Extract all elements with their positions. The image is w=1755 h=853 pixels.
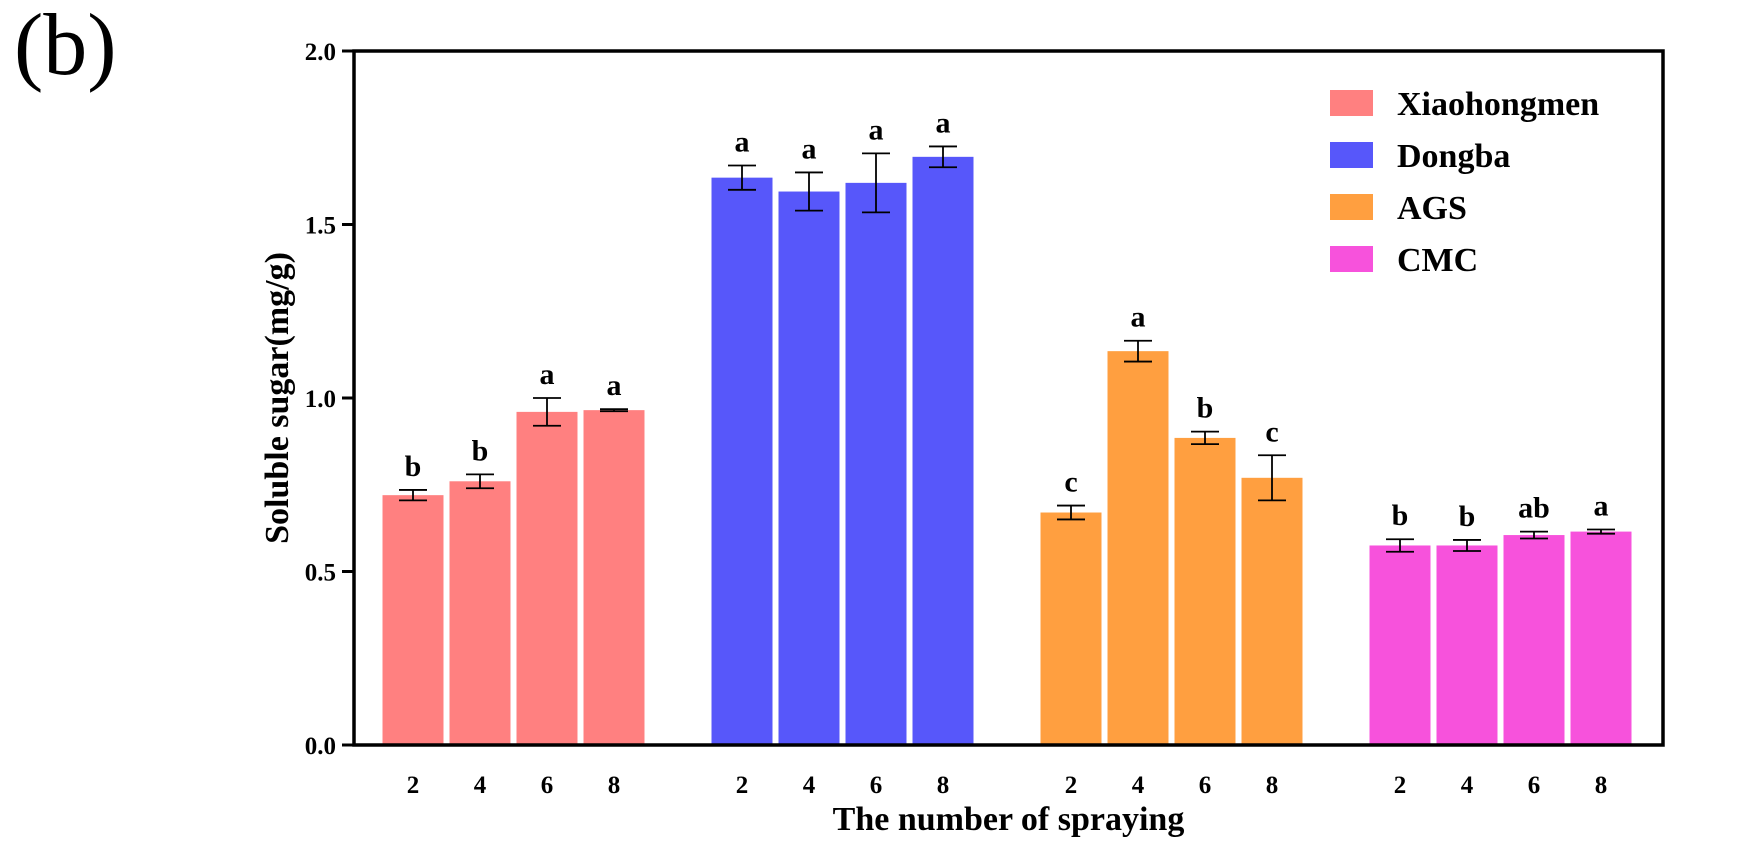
x-axis-title: The number of spraying: [833, 801, 1185, 838]
y-axis: 0.0 0.5 1.0 1.5 2.0: [305, 39, 354, 760]
bar-ags-6: [1174, 437, 1236, 745]
significance-label: b: [1197, 392, 1214, 425]
bar-ags-2: [1040, 512, 1102, 745]
bar-xiaohongmen-6: [516, 411, 578, 745]
significance-label: a: [540, 358, 555, 391]
legend-swatch-dongba: [1330, 142, 1373, 168]
x-tick-label: 8: [1266, 772, 1279, 799]
x-tick-label: 8: [608, 772, 621, 799]
bar-ags-4: [1107, 351, 1169, 745]
x-axis: 2 4 6 8 2 4 6 8 2 4 6 8 2 4 6 8: [407, 772, 1608, 799]
bar-dongba-6: [845, 182, 907, 746]
legend-label: Xiaohongmen: [1397, 86, 1599, 123]
x-tick-label: 4: [474, 772, 487, 799]
significance-label: c: [1265, 415, 1278, 448]
x-tick-label: 6: [541, 772, 554, 799]
y-tick-label: 0.0: [305, 733, 336, 760]
y-axis-title: Soluble sugar(mg/g): [259, 252, 296, 544]
significance-label: b: [405, 450, 422, 483]
significance-label: a: [802, 132, 817, 165]
legend-swatch-ags: [1330, 194, 1373, 220]
bar-cmc-8: [1570, 531, 1632, 745]
legend-swatch-cmc: [1330, 246, 1373, 272]
x-tick-label: 4: [1461, 772, 1474, 799]
x-tick-label: 2: [736, 772, 749, 799]
significance-label: a: [869, 113, 884, 146]
x-tick-label: 6: [1199, 772, 1212, 799]
significance-label: a: [936, 106, 951, 139]
x-tick-label: 4: [1132, 772, 1145, 799]
bar-dongba-8: [912, 156, 974, 745]
error-bar-layer: [399, 145, 1615, 553]
significance-label: b: [1392, 499, 1409, 532]
x-tick-label: 8: [937, 772, 950, 799]
significance-label: a: [735, 126, 750, 159]
significance-label: a: [607, 369, 622, 402]
bar-xiaohongmen-8: [583, 410, 645, 745]
legend-label: CMC: [1397, 242, 1478, 279]
bar-cmc-6: [1503, 535, 1565, 745]
y-tick-label: 2.0: [305, 39, 336, 66]
legend-label: Dongba: [1397, 138, 1510, 175]
bar-cmc-2: [1369, 545, 1431, 745]
bar-dongba-2: [711, 177, 773, 745]
bar-cmc-4: [1436, 545, 1498, 745]
significance-label: ab: [1518, 492, 1550, 525]
bar-xiaohongmen-4: [449, 481, 511, 745]
legend-swatch-xiaohongmen: [1330, 90, 1373, 116]
significance-label: a: [1594, 490, 1609, 523]
significance-label: c: [1064, 466, 1077, 499]
x-tick-label: 2: [1394, 772, 1407, 799]
significance-label: b: [1459, 500, 1476, 533]
bar-layer: [382, 156, 1632, 746]
y-tick-label: 1.5: [305, 213, 336, 240]
x-tick-label: 2: [1065, 772, 1078, 799]
x-tick-label: 4: [803, 772, 816, 799]
y-tick-label: 1.0: [305, 386, 336, 413]
legend: Xiaohongmen Dongba AGS CMC: [1330, 86, 1599, 279]
bar-xiaohongmen-2: [382, 495, 444, 745]
x-tick-label: 8: [1595, 772, 1608, 799]
legend-label: AGS: [1397, 190, 1467, 227]
y-tick-label: 0.5: [305, 560, 336, 587]
significance-label: b: [472, 434, 489, 467]
bar-dongba-4: [778, 191, 840, 745]
panel-label: (b): [14, 0, 117, 94]
x-tick-label: 6: [1528, 772, 1541, 799]
x-tick-label: 2: [407, 772, 420, 799]
x-tick-label: 6: [870, 772, 883, 799]
significance-label: a: [1131, 301, 1146, 334]
bar-ags-8: [1241, 477, 1303, 745]
